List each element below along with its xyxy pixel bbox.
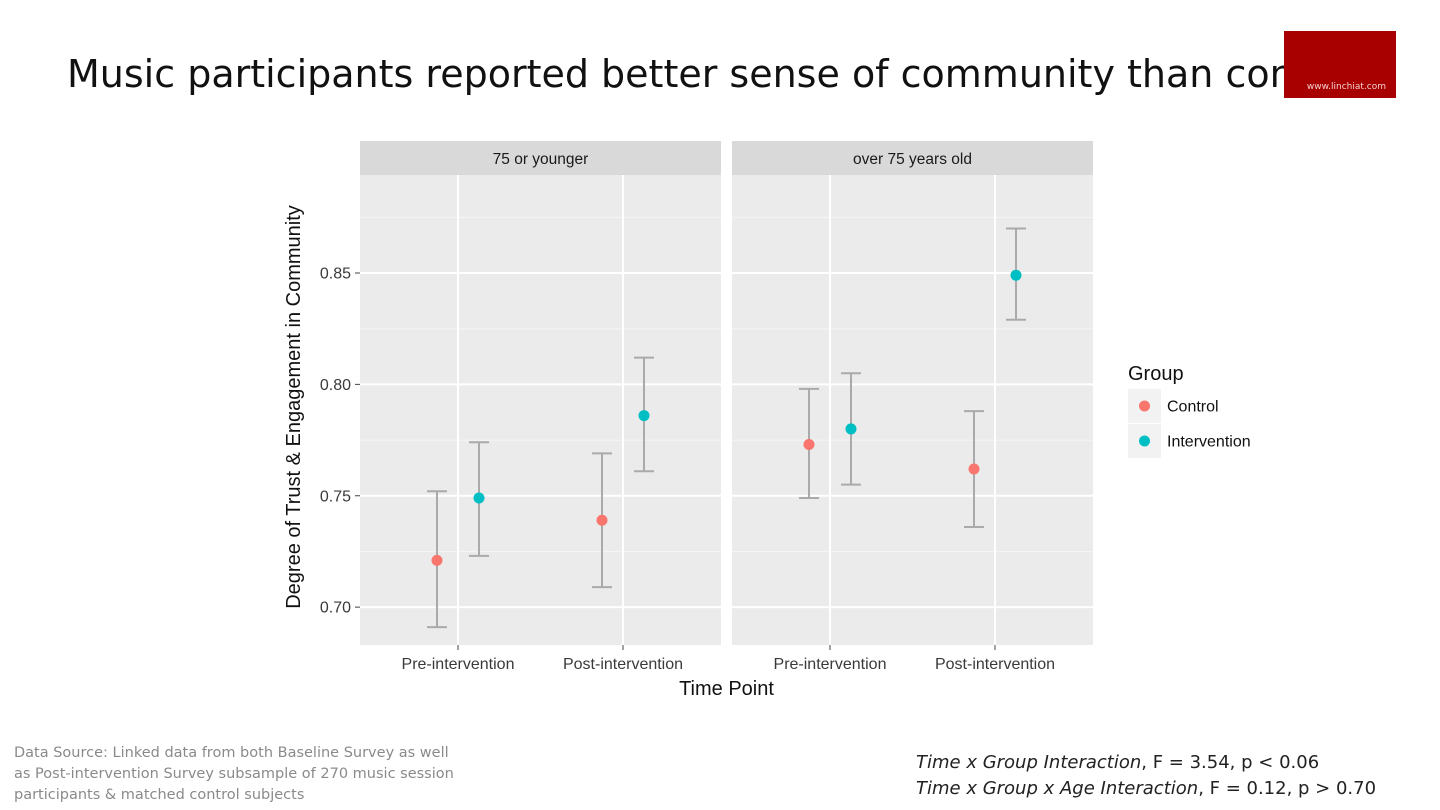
legend-key xyxy=(1139,400,1150,412)
panel-background xyxy=(360,175,721,645)
data-source-note: Data Source: Linked data from both Basel… xyxy=(14,745,454,803)
stat-label-1: Time x Group Interaction xyxy=(916,752,1142,773)
legend-label: Control xyxy=(1167,399,1219,416)
y-tick-label: 0.75 xyxy=(320,488,351,505)
faceted-chart: 75 or younger Pre-intervention Post-interv… xyxy=(283,141,1251,700)
y-axis-title: Degree of Trust & Engagement in Communit… xyxy=(283,205,305,609)
data-point xyxy=(596,514,608,526)
stat-line-2: Time x Group x Age Interaction, F = 0.12… xyxy=(916,776,1376,802)
stat-label-2: Time x Group x Age Interaction xyxy=(916,778,1199,799)
x-tick-label: Post-intervention xyxy=(563,656,683,673)
legend-title: Group xyxy=(1128,363,1184,385)
panel-background xyxy=(732,175,1093,645)
data-point xyxy=(431,554,443,566)
x-tick-label: Post-intervention xyxy=(935,656,1055,673)
stat-line-1: Time x Group Interaction, F = 3.54, p < … xyxy=(916,750,1376,776)
statistics-block: Time x Group Interaction, F = 3.54, p < … xyxy=(916,750,1376,802)
legend-key xyxy=(1139,435,1150,447)
y-tick-label: 0.80 xyxy=(320,377,351,394)
data-point xyxy=(473,492,485,504)
data-point xyxy=(1010,269,1022,281)
facet-strip xyxy=(360,141,721,175)
stat-value-2: , F = 0.12, p > 0.70 xyxy=(1198,778,1377,799)
facet-label: 75 or younger xyxy=(493,151,589,168)
data-point xyxy=(968,463,980,475)
brand-logo[interactable]: www.linchiat.com xyxy=(1284,31,1396,98)
data-point xyxy=(638,410,650,422)
logo-text: www.linchiat.com xyxy=(1306,82,1386,92)
x-tick-label: Pre-intervention xyxy=(402,656,515,673)
legend-label: Intervention xyxy=(1167,434,1251,451)
slide-title: Music participants reported better sense… xyxy=(67,52,1377,96)
stat-value-1: , F = 3.54, p < 0.06 xyxy=(1141,752,1320,773)
y-tick-label: 0.70 xyxy=(320,600,351,617)
facet-label: over 75 years old xyxy=(853,151,972,168)
facet-strip xyxy=(732,141,1093,175)
x-tick-label: Pre-intervention xyxy=(774,656,887,673)
data-point xyxy=(803,439,815,451)
data-point xyxy=(845,423,857,435)
y-tick-label: 0.85 xyxy=(320,266,351,283)
x-axis-title: Time Point xyxy=(679,678,774,700)
